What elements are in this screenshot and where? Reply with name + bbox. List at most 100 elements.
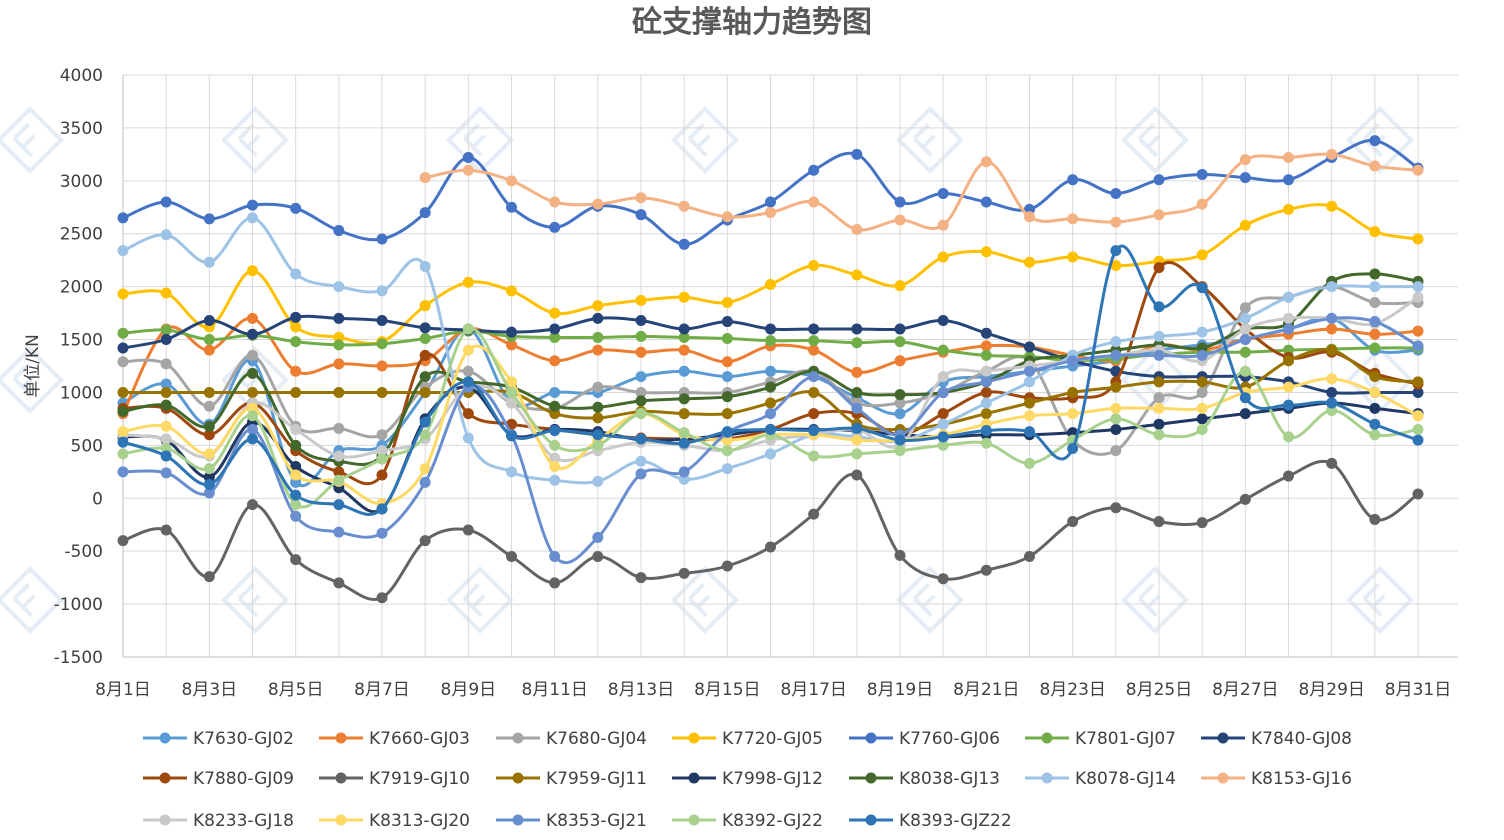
data-point [1196,326,1208,338]
watermark-logo-mark [13,363,36,397]
data-point [1110,259,1122,271]
data-point [678,238,690,250]
data-point [376,386,388,398]
data-point [160,334,172,346]
watermark-logo [446,566,514,634]
data-point [160,287,172,299]
legend-item: K8233-GJ18 [143,811,294,831]
data-point [894,323,906,335]
data-point [1110,349,1122,361]
data-point [1369,513,1381,525]
data-point [678,331,690,343]
data-point [1024,211,1035,223]
data-point [506,397,517,409]
data-point [376,503,388,515]
watermark-logo-mark [1138,123,1161,157]
data-point [894,389,906,401]
data-point [376,429,388,441]
data-point [203,479,215,491]
legend-swatch-marker [1041,732,1053,744]
data-point [117,342,129,354]
data-point [1153,376,1165,388]
data-point [1153,349,1165,361]
data-point [1067,386,1079,398]
data-point [592,312,604,324]
legend-label: K8233-GJ18 [193,811,294,831]
data-point [462,152,474,164]
data-point [160,467,172,479]
legend-item: K8078-GJ14 [1025,769,1176,789]
data-point [1369,402,1381,414]
data-point [851,448,863,460]
data-point [635,294,647,306]
watermark-logo [1121,106,1189,174]
data-point [721,211,733,223]
data-point [247,199,258,211]
data-point [1153,392,1165,404]
data-point [333,225,345,237]
data-point [1326,312,1338,324]
data-point [117,535,129,547]
data-point [376,314,388,326]
legend-label: K7801-GJ07 [1075,729,1176,749]
data-point [1153,209,1165,221]
legend-swatch-marker [512,814,524,826]
data-point [1283,291,1294,303]
data-point [549,474,561,486]
data-point [462,323,474,335]
watermark-logo-mark [688,583,711,617]
data-point [549,196,561,208]
data-point [290,202,302,214]
data-point [419,261,431,273]
data-point [549,331,561,343]
data-point [160,358,172,370]
data-point [808,344,820,356]
data-point [376,360,388,372]
data-point [980,386,992,398]
data-point [549,452,561,464]
data-point [808,371,820,383]
watermark-logo-shape [671,566,739,634]
data-point [765,423,776,435]
legend-label: K7880-GJ09 [193,769,294,789]
data-point [1196,168,1208,180]
data-point [376,527,388,539]
data-point [894,397,906,409]
data-point [333,526,345,538]
data-point [635,455,647,467]
data-point [1067,355,1079,367]
data-point [506,175,517,187]
watermark-logo-shape [1346,566,1414,634]
data-point [419,349,431,361]
data-point [765,381,776,393]
data-point [1369,297,1381,309]
data-point [592,475,604,487]
series-K8393-GJZ22 [117,244,1424,516]
legend-item: K8392-GJ22 [672,811,823,831]
data-point [851,469,863,481]
data-point [937,418,949,430]
data-point [678,200,690,212]
legend-item: K7919-GJ10 [319,769,470,789]
legend-swatch-marker [159,732,171,744]
data-point [117,327,129,339]
data-point [635,330,647,342]
data-point [721,560,733,572]
data-point [290,336,302,348]
data-point [1283,399,1294,411]
data-point [1326,397,1338,409]
data-point [462,376,474,388]
data-point [290,510,302,522]
data-point [549,550,561,562]
data-point [851,386,863,398]
data-point [1239,493,1251,505]
data-point [549,221,561,233]
legend-label: K8353-GJ21 [546,811,647,831]
data-point [506,466,517,478]
data-point [1326,148,1338,160]
data-point [333,499,345,511]
legend-swatch-marker [688,772,700,784]
data-point [1024,410,1035,422]
watermark-logo [896,566,964,634]
watermark-logo [1346,566,1414,634]
